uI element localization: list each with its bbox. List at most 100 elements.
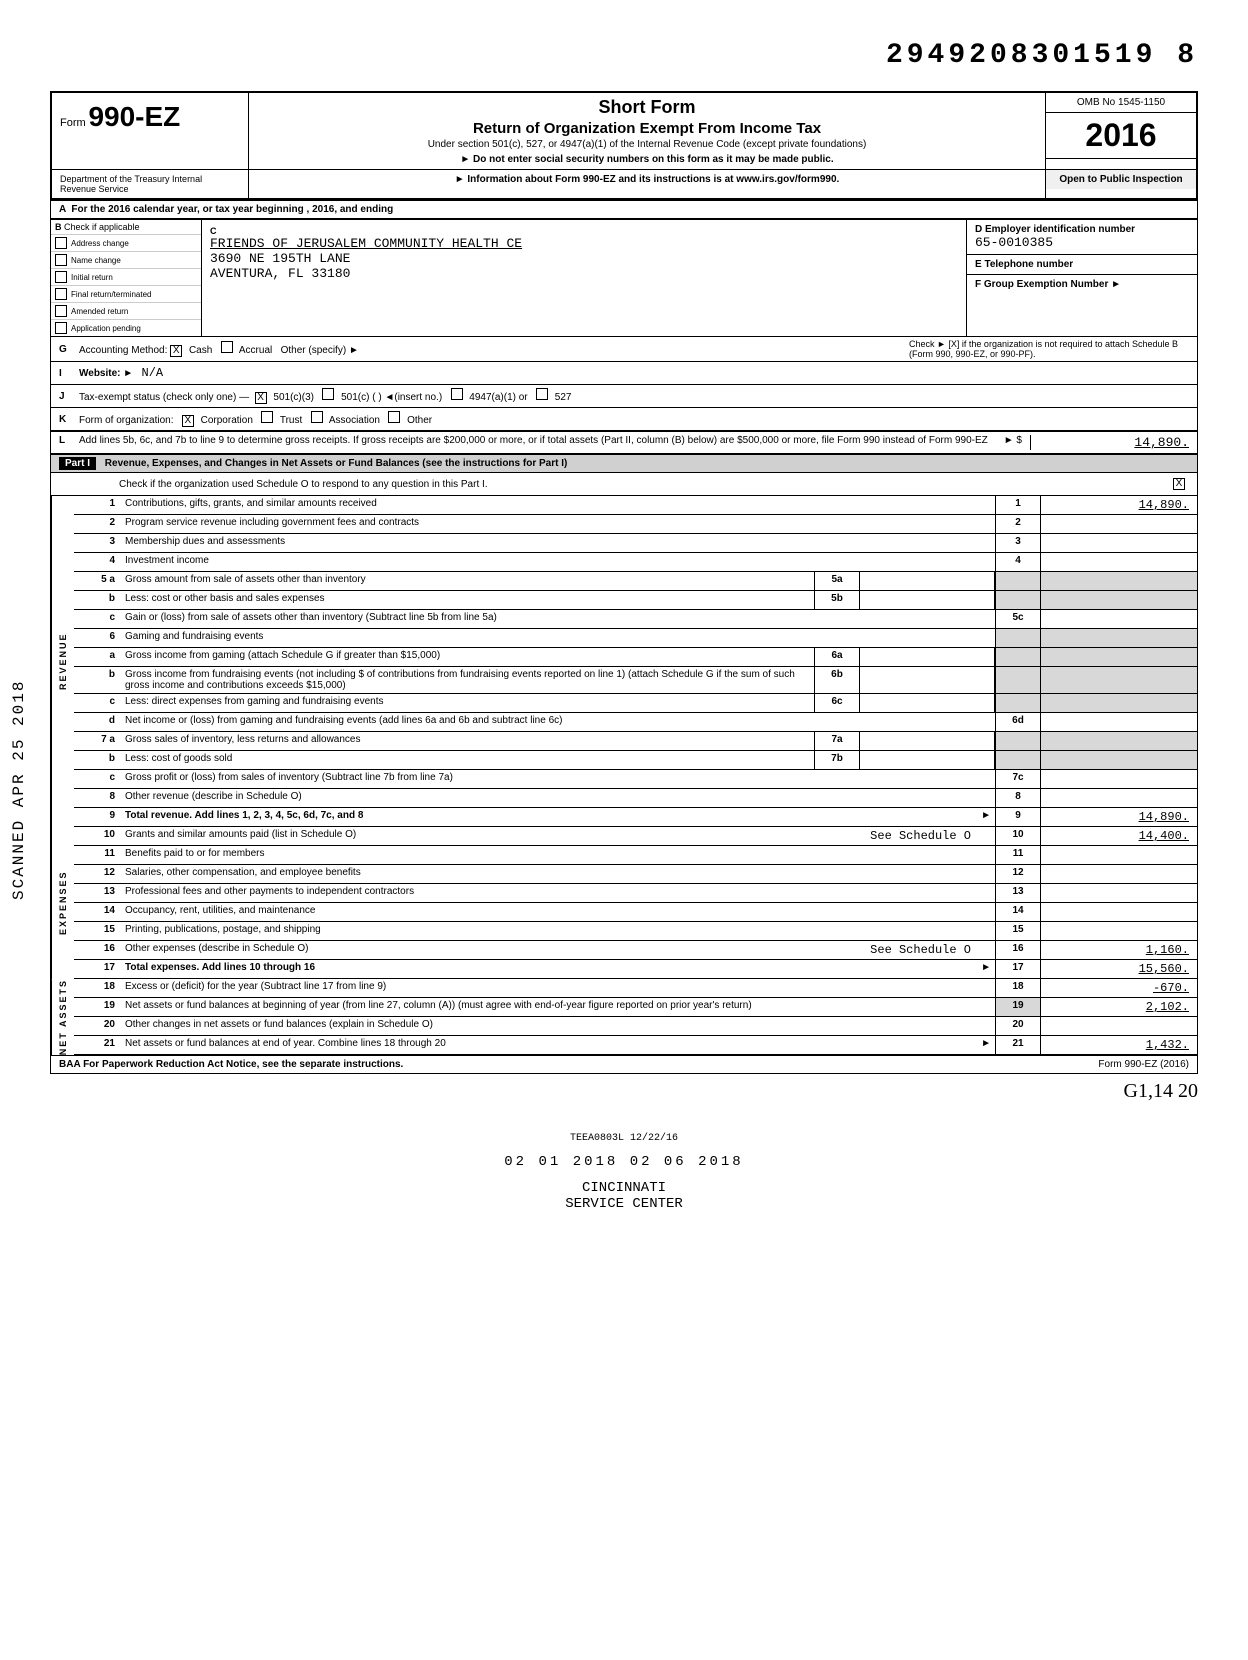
- row-end-value: [1041, 667, 1197, 693]
- row-number: 17: [74, 960, 121, 978]
- row-description: Excess or (deficit) for the year (Subtra…: [121, 979, 995, 997]
- open-public-label: Open to Public Inspection: [1046, 170, 1196, 189]
- table-row: 16Other expenses (describe in Schedule O…: [74, 941, 1197, 960]
- part-1-check-row: Check if the organization used Schedule …: [50, 473, 1198, 496]
- name-address-column: C FRIENDS OF JERUSALEM COMMUNITY HEALTH …: [202, 220, 967, 336]
- table-row: 11Benefits paid to or for members11: [74, 846, 1197, 865]
- service-center-stamp: CINCINNATI SERVICE CENTER: [50, 1180, 1198, 1212]
- checkbox-501c: [322, 388, 334, 400]
- right-column: D Employer identification number 65-0010…: [967, 220, 1197, 336]
- row-mid-number: 6b: [814, 667, 860, 693]
- row-description: Less: cost or other basis and sales expe…: [121, 591, 814, 609]
- row-description: Gain or (loss) from sale of assets other…: [121, 610, 995, 628]
- row-end-number: [995, 667, 1041, 693]
- row-number: c: [74, 694, 121, 712]
- row-mid-number: 6a: [814, 648, 860, 666]
- row-description: Other expenses (describe in Schedule O) …: [121, 941, 995, 959]
- row-end-number: 20: [995, 1017, 1041, 1035]
- row-number: 3: [74, 534, 121, 552]
- row-end-number: 5c: [995, 610, 1041, 628]
- omb-number: OMB No 1545-1150: [1046, 93, 1196, 113]
- row-description: Gross sales of inventory, less returns a…: [121, 732, 814, 750]
- check-application-pending: Application pending: [51, 319, 201, 336]
- table-row: 15Printing, publications, postage, and s…: [74, 922, 1197, 941]
- row-end-value: [1041, 534, 1197, 552]
- table-row: bGross income from fundraising events (n…: [74, 667, 1197, 694]
- row-number: 12: [74, 865, 121, 883]
- line-l-text: Add lines 5b, 6c, and 7b to line 9 to de…: [79, 435, 996, 450]
- org-city: AVENTURA, FL 33180: [210, 266, 958, 281]
- row-end-number: 16: [995, 941, 1041, 959]
- table-row: 13Professional fees and other payments t…: [74, 884, 1197, 903]
- row-number: 18: [74, 979, 121, 997]
- row-description: Gross amount from sale of assets other t…: [121, 572, 814, 590]
- row-end-number: 3: [995, 534, 1041, 552]
- row-mid-number: 5b: [814, 591, 860, 609]
- checkbox-4947: [451, 388, 463, 400]
- row-description: Gross income from gaming (attach Schedul…: [121, 648, 814, 666]
- table-row: cGain or (loss) from sale of assets othe…: [74, 610, 1197, 629]
- row-description: Contributions, gifts, grants, and simila…: [121, 496, 995, 514]
- row-end-value: [1041, 553, 1197, 571]
- checkbox-corporation: X: [182, 415, 194, 427]
- row-end-number: 17: [995, 960, 1041, 978]
- row-number: 2: [74, 515, 121, 533]
- row-mid-number: 6c: [814, 694, 860, 712]
- row-end-number: 2: [995, 515, 1041, 533]
- table-row: cLess: direct expenses from gaming and f…: [74, 694, 1197, 713]
- row-number: 1: [74, 496, 121, 514]
- checkbox-trust: [261, 411, 273, 423]
- row-description: Printing, publications, postage, and shi…: [121, 922, 995, 940]
- row-end-number: 19: [995, 998, 1041, 1016]
- row-mid-value: [860, 648, 995, 666]
- entity-block: B Check if applicable Address change Nam…: [50, 219, 1198, 337]
- row-end-value: 15,560.: [1041, 960, 1197, 978]
- side-label: REVENUE: [51, 496, 74, 827]
- row-mid-number: 7a: [814, 732, 860, 750]
- row-end-value: 1,432.: [1041, 1036, 1197, 1054]
- row-end-value: -670.: [1041, 979, 1197, 997]
- row-description: Professional fees and other payments to …: [121, 884, 995, 902]
- row-end-number: 10: [995, 827, 1041, 845]
- table-row: 1Contributions, gifts, grants, and simil…: [74, 496, 1197, 515]
- year-cell: OMB No 1545-1150 2016: [1045, 93, 1196, 169]
- group-exemption-label: F Group Exemption Number ►: [975, 279, 1189, 290]
- row-end-value: [1041, 751, 1197, 769]
- title-cell: Short Form Return of Organization Exempt…: [249, 93, 1045, 169]
- ein-value: 65-0010385: [975, 235, 1189, 250]
- row-end-value: [1041, 865, 1197, 883]
- schedule-b-check: Check ► [X] if the organization is not r…: [909, 339, 1189, 359]
- table-row: 18Excess or (deficit) for the year (Subt…: [74, 979, 1197, 998]
- row-description: Other changes in net assets or fund bala…: [121, 1017, 995, 1035]
- line-k: K Form of organization: X Corporation Tr…: [50, 408, 1198, 431]
- title-short-form: Short Form: [257, 97, 1037, 118]
- label-c: C: [210, 226, 958, 236]
- row-description: Grants and similar amounts paid (list in…: [121, 827, 995, 845]
- row-number: 4: [74, 553, 121, 571]
- row-end-number: [995, 751, 1041, 769]
- row-end-number: 13: [995, 884, 1041, 902]
- row-end-value: [1041, 648, 1197, 666]
- row-number: a: [74, 648, 121, 666]
- table-row: 7 aGross sales of inventory, less return…: [74, 732, 1197, 751]
- row-end-value: 14,890.: [1041, 496, 1197, 514]
- row-description: Total revenue. Add lines 1, 2, 3, 4, 5c,…: [121, 808, 995, 826]
- row-end-value: 1,160.: [1041, 941, 1197, 959]
- table-row: 10Grants and similar amounts paid (list …: [74, 827, 1197, 846]
- part-1-title: Revenue, Expenses, and Changes in Net As…: [105, 458, 568, 469]
- table-section: NET ASSETS18Excess or (deficit) for the …: [50, 979, 1198, 1055]
- row-mid-number: 5a: [814, 572, 860, 590]
- check-name-change: Name change: [51, 251, 201, 268]
- telephone-label: E Telephone number: [975, 259, 1189, 270]
- row-end-number: [995, 732, 1041, 750]
- checkbox-association: [311, 411, 323, 423]
- row-end-value: [1041, 732, 1197, 750]
- row-description: Gross profit or (loss) from sales of inv…: [121, 770, 995, 788]
- form-header: Form 990-EZ Short Form Return of Organiz…: [50, 91, 1198, 169]
- row-end-value: [1041, 884, 1197, 902]
- table-row: bLess: cost or other basis and sales exp…: [74, 591, 1197, 610]
- row-description: Gaming and fundraising events: [121, 629, 995, 647]
- row-end-value: [1041, 515, 1197, 533]
- row-description: Less: cost of goods sold: [121, 751, 814, 769]
- form-prefix: Form: [60, 117, 86, 129]
